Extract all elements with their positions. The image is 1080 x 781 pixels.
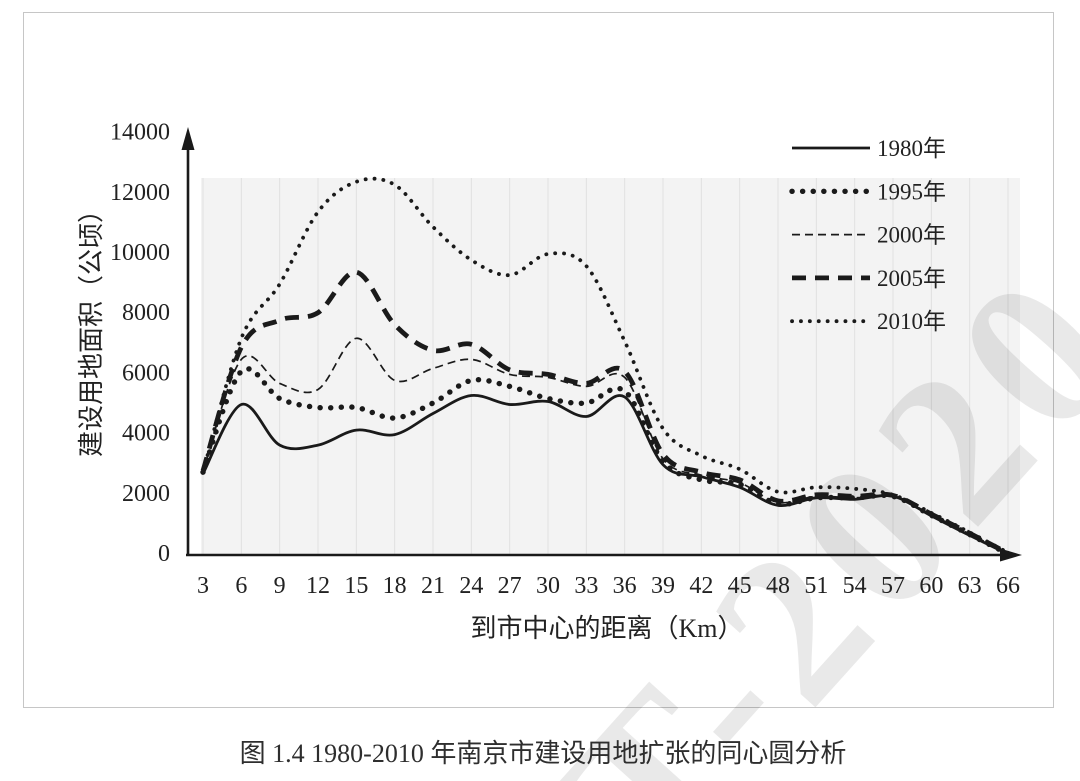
x-axis-arrow (1000, 548, 1022, 562)
series-line-2010年 (201, 176, 1010, 555)
plot-background-layer (201, 178, 1020, 555)
y-tick-label-12000: 12000 (110, 180, 170, 206)
x-tick-label-57: 57 (881, 573, 905, 599)
x-tick-label-63: 63 (958, 573, 982, 599)
x-tick-label-9: 9 (274, 573, 286, 599)
x-tick-label-15: 15 (344, 573, 368, 599)
x-tick-label-66: 66 (996, 573, 1020, 599)
x-tick-label-33: 33 (574, 573, 598, 599)
x-tick-label-39: 39 (651, 573, 675, 599)
y-tick-label-6000: 6000 (122, 360, 170, 386)
x-tick-label-51: 51 (804, 573, 828, 599)
x-tick-label-12: 12 (306, 573, 330, 599)
x-tick-label-6: 6 (235, 573, 247, 599)
x-tick-label-21: 21 (421, 573, 445, 599)
y-tick-label-8000: 8000 (122, 300, 170, 326)
y-tick-label-4000: 4000 (122, 421, 170, 447)
axes-layer (181, 127, 1022, 562)
y-tick-label-0: 0 (158, 541, 170, 567)
legend: 1980年 1995年 2000年 2005年 2010年 (789, 136, 946, 334)
x-tick-label-48: 48 (766, 573, 790, 599)
y-tick-label-2000: 2000 (122, 481, 170, 507)
tick-labels-layer: 0 2000 4000 6000 8000 10000 12000 14000 3 6 9 12 15 1… (110, 120, 1020, 599)
x-tick-label-60: 60 (919, 573, 943, 599)
y-tick-label-10000: 10000 (110, 240, 170, 266)
legend-label-1980年: 1980年 (877, 136, 946, 161)
x-tick-label-3: 3 (197, 573, 209, 599)
legend-label-1995年: 1995年 (877, 179, 946, 204)
legend-label-2005年: 2005年 (877, 266, 946, 291)
x-tick-label-27: 27 (498, 573, 522, 599)
x-tick-label-18: 18 (383, 573, 407, 599)
legend-label-2000年: 2000年 (877, 223, 946, 248)
legend-label-2010年: 2010年 (877, 309, 946, 334)
x-tick-label-54: 54 (843, 573, 867, 599)
x-tick-label-24: 24 (459, 573, 483, 599)
figure-caption: 图 1.4 1980-2010 年南京市建设用地扩张的同心圆分析 (240, 739, 847, 768)
series-line-1995年 (200, 366, 1011, 557)
x-axis-title: 到市中心的距离（Km） (470, 614, 743, 643)
series-layer (200, 176, 1011, 557)
x-tick-label-30: 30 (536, 573, 560, 599)
x-tick-label-45: 45 (728, 573, 752, 599)
y-axis-arrow (181, 127, 195, 150)
y-tick-label-14000: 14000 (110, 120, 170, 146)
y-axis-title: 建设用地面积（公顷） (77, 197, 106, 457)
series-line-2005年 (200, 269, 1010, 556)
x-tick-label-36: 36 (613, 573, 637, 599)
x-tick-label-42: 42 (689, 573, 713, 599)
